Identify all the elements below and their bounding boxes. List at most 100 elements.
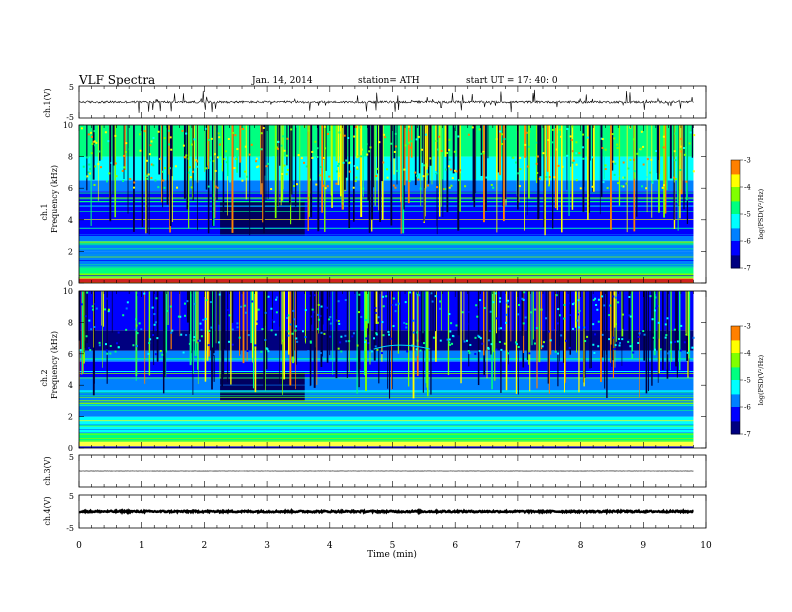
speckle [153, 313, 156, 316]
speckle [549, 339, 552, 342]
speckle [523, 291, 526, 294]
speckle [651, 180, 654, 183]
y-tick-label: 0 [68, 444, 73, 453]
colorbar-cell [731, 372, 740, 376]
speckle [122, 314, 125, 317]
y-tick-label: 2 [68, 247, 73, 256]
speckle [304, 336, 307, 339]
speckle [560, 334, 563, 337]
speckle [571, 303, 574, 306]
spectral-band [79, 350, 694, 362]
colorbar-cell [731, 251, 740, 255]
speckle [205, 167, 208, 170]
trace-line [78, 89, 694, 113]
speckle [82, 165, 85, 168]
speckle [135, 345, 138, 348]
speckle [99, 166, 102, 169]
speckle [87, 133, 90, 136]
speckle [478, 350, 481, 353]
speckle [124, 151, 127, 154]
speckle [236, 322, 239, 325]
speckle [107, 140, 110, 143]
speckle [657, 321, 660, 324]
speckle [316, 147, 319, 150]
speckle [395, 303, 398, 306]
speckle [397, 302, 400, 305]
speckle [474, 352, 477, 355]
speckle [275, 298, 278, 301]
colorbar-cell [731, 183, 740, 186]
y-tick-top: 5 [69, 453, 74, 462]
speckle [426, 184, 429, 187]
speckle [686, 351, 689, 354]
speckle [161, 353, 164, 356]
speckle [402, 311, 405, 314]
speckle [674, 132, 677, 135]
speckle [557, 164, 560, 167]
speckle [405, 322, 408, 325]
speckle [286, 168, 289, 171]
speckle [633, 310, 636, 313]
speckle [674, 159, 677, 162]
speckle [376, 348, 379, 351]
speckle [591, 156, 594, 159]
speckle [264, 338, 267, 341]
speckle [381, 321, 384, 324]
speckle [329, 322, 332, 325]
speckle [479, 299, 482, 302]
colorbar-cell [731, 385, 740, 388]
speckle [506, 301, 509, 304]
speckle [517, 172, 520, 175]
spectral-band [79, 267, 694, 274]
speckle [311, 150, 314, 153]
speckle [168, 167, 171, 170]
colorbar-cell [731, 333, 740, 336]
speckle [205, 299, 208, 302]
speckle [455, 324, 458, 327]
colorbar-cell [731, 250, 740, 253]
speckle [217, 341, 220, 344]
speckle [582, 157, 585, 160]
speckle [642, 145, 645, 148]
speckle [492, 301, 495, 304]
speckle [117, 346, 120, 349]
colorbar-cell [731, 398, 740, 401]
speckle [360, 155, 363, 158]
colorbar-cell [731, 365, 740, 368]
speckle [627, 340, 630, 343]
speckle [354, 180, 357, 183]
colorbar-cell [731, 399, 740, 403]
speckle [79, 349, 82, 352]
speckle [208, 159, 211, 162]
speckle [629, 345, 632, 348]
speckle [296, 340, 299, 343]
speckle [378, 141, 381, 144]
speckle [272, 319, 275, 322]
speckle [548, 176, 551, 179]
speckle [621, 313, 624, 316]
speckle [426, 173, 429, 176]
speckle [656, 305, 659, 308]
speckle [676, 340, 679, 343]
speckle [91, 305, 94, 308]
speckle [649, 295, 652, 298]
spectral-band [79, 180, 694, 192]
speckle [604, 164, 607, 167]
speckle [281, 135, 284, 138]
speckle [662, 146, 665, 149]
speckle [243, 304, 246, 307]
speckle [353, 164, 356, 167]
colorbar-cell [731, 376, 740, 379]
colorbar-cell [731, 262, 740, 265]
speckle [293, 184, 296, 187]
speckle [343, 315, 346, 318]
speckle [336, 164, 339, 167]
speckle [276, 296, 279, 299]
speckle [345, 340, 348, 343]
speckle [270, 307, 273, 310]
speckle [126, 301, 129, 304]
speckle [308, 178, 311, 181]
speckle [692, 336, 695, 339]
speckle [376, 321, 379, 324]
speckle [685, 333, 688, 336]
